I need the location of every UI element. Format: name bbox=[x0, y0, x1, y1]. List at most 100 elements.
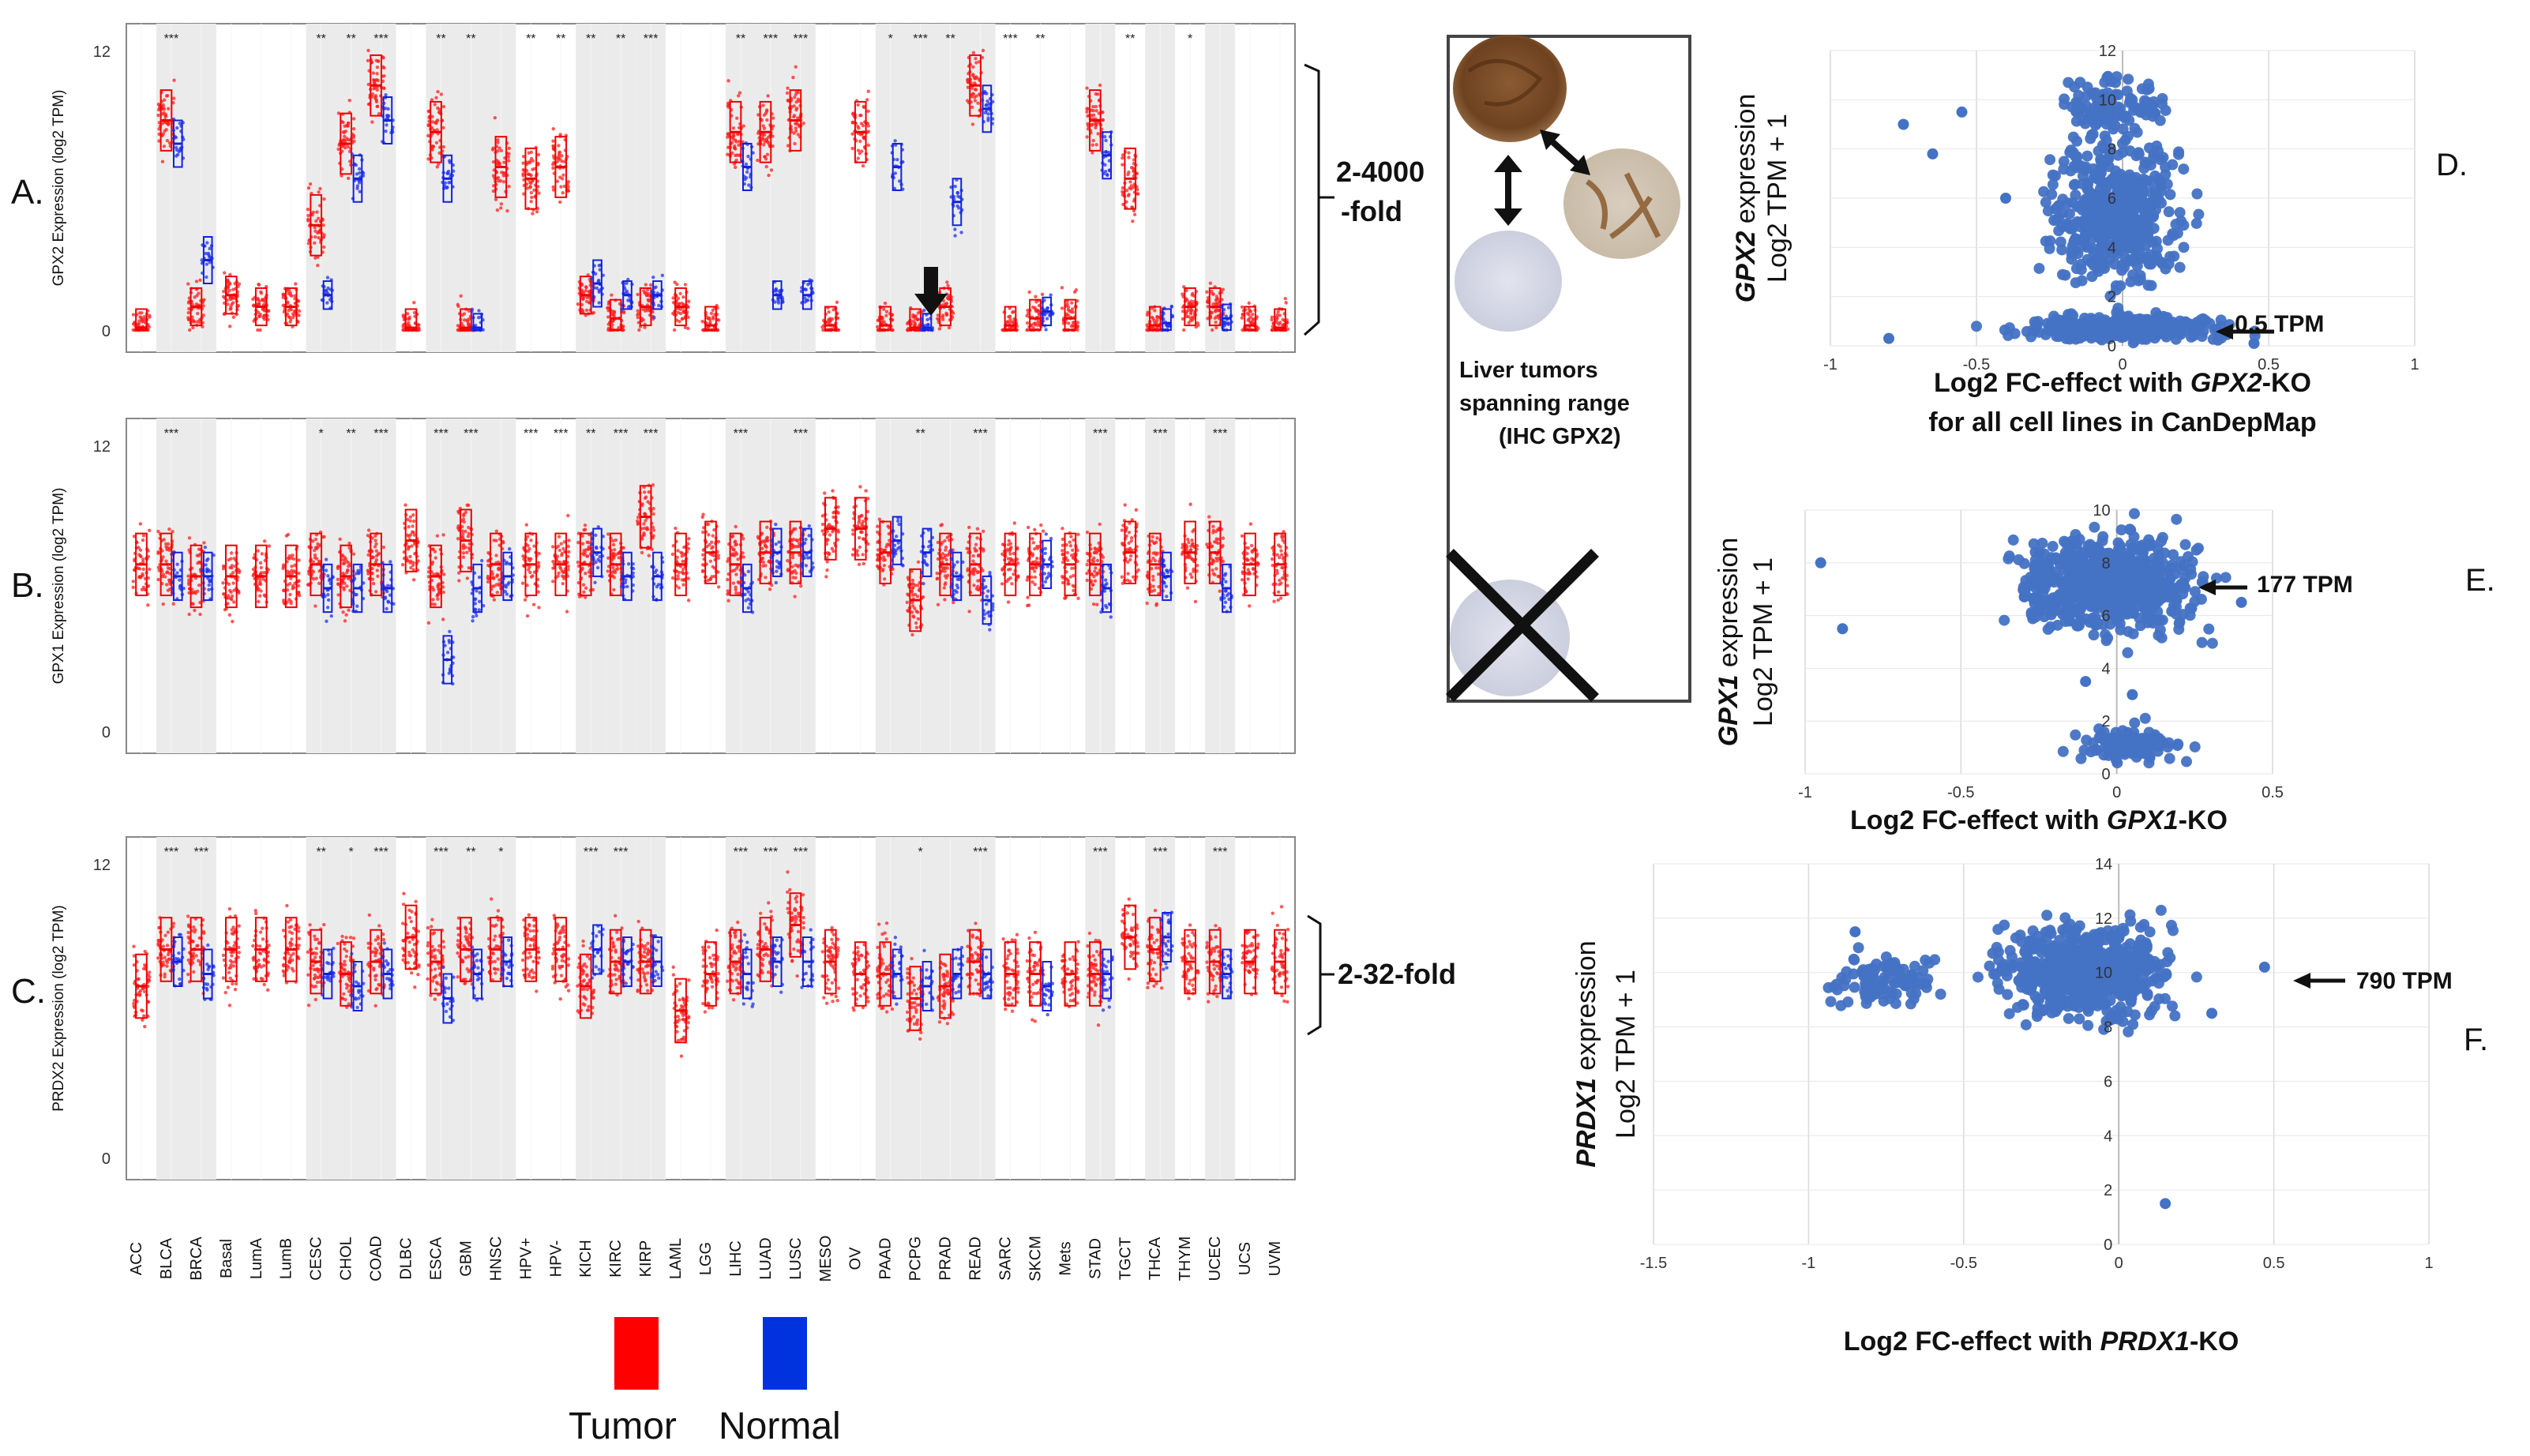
tumor-point bbox=[306, 186, 311, 190]
tumor-point bbox=[407, 525, 411, 529]
tumor-point bbox=[761, 564, 765, 568]
tumor-point bbox=[1120, 186, 1125, 190]
normal-point bbox=[774, 580, 778, 585]
tumor-point bbox=[289, 307, 294, 312]
tumor-point bbox=[711, 317, 715, 321]
significance-label: ** bbox=[915, 427, 925, 441]
tumor-point bbox=[426, 157, 430, 161]
tumor-point bbox=[916, 317, 920, 321]
normal-point bbox=[1226, 306, 1231, 310]
normal-point bbox=[953, 234, 957, 238]
tumor-point bbox=[636, 515, 640, 520]
tumor-point bbox=[734, 138, 738, 142]
normal-point bbox=[358, 167, 362, 171]
tumor-point bbox=[557, 571, 561, 576]
tumor-point bbox=[700, 569, 705, 574]
tumor-point bbox=[381, 545, 386, 550]
tumor-point bbox=[756, 113, 760, 117]
tumor-point bbox=[640, 550, 644, 555]
tumor-point bbox=[606, 556, 610, 560]
tumor-point bbox=[1074, 288, 1079, 292]
tumor-point bbox=[521, 155, 526, 159]
normal-point bbox=[384, 107, 388, 111]
normal-point bbox=[355, 604, 359, 608]
tumor-point bbox=[486, 550, 490, 555]
tumor-point bbox=[761, 103, 765, 107]
tumor-point bbox=[864, 489, 868, 493]
tumor-point bbox=[467, 309, 471, 313]
tumor-point bbox=[495, 208, 500, 212]
normal-point bbox=[355, 184, 360, 188]
tumor-point bbox=[347, 541, 351, 546]
tumor-point bbox=[381, 65, 385, 69]
tumor-point bbox=[557, 548, 562, 553]
tumor-point bbox=[551, 139, 555, 143]
tumor-point bbox=[531, 602, 536, 606]
tumor-point bbox=[521, 161, 525, 165]
significance-label: *** bbox=[554, 427, 569, 441]
normal-point bbox=[984, 585, 988, 589]
tumor-point bbox=[374, 557, 379, 562]
significance-label: *** bbox=[164, 32, 179, 46]
tumor-point bbox=[827, 310, 831, 314]
normal-point bbox=[477, 608, 481, 612]
tumor-point bbox=[935, 576, 940, 580]
tumor-point bbox=[1085, 110, 1089, 114]
tumor-point bbox=[700, 319, 704, 324]
normal-point bbox=[983, 89, 987, 94]
tumor-point bbox=[790, 571, 794, 575]
tumor-point bbox=[794, 545, 798, 549]
tumor-point bbox=[905, 600, 909, 605]
normal-point bbox=[805, 298, 809, 303]
tumor-point bbox=[441, 617, 445, 621]
tumor-point bbox=[167, 121, 171, 126]
tumor-point bbox=[526, 172, 530, 176]
tumor-point bbox=[681, 310, 686, 314]
tumor-point bbox=[975, 527, 980, 531]
tumor-point bbox=[707, 533, 711, 537]
tumor-point bbox=[229, 557, 233, 561]
normal-point bbox=[1226, 321, 1230, 325]
tumor-point bbox=[231, 619, 235, 624]
normal-point bbox=[178, 578, 182, 582]
tumor-point bbox=[556, 574, 560, 578]
tumor-point bbox=[976, 579, 980, 583]
tumor-point bbox=[793, 122, 798, 126]
tumor-point bbox=[375, 88, 379, 92]
tumor-point bbox=[257, 282, 261, 287]
tumor-point bbox=[297, 594, 302, 598]
tumor-point bbox=[411, 519, 416, 523]
tumor-point bbox=[529, 190, 534, 195]
tumor-point bbox=[406, 559, 410, 563]
tumor-point bbox=[157, 127, 161, 131]
tumor-point bbox=[1094, 104, 1098, 109]
tumor-point bbox=[643, 325, 647, 329]
tumor-point bbox=[876, 540, 880, 544]
tumor-point bbox=[486, 580, 490, 584]
tumor-point bbox=[530, 195, 534, 200]
tumor-point bbox=[257, 594, 262, 598]
tumor-point bbox=[976, 554, 981, 557]
tumor-point bbox=[711, 534, 715, 538]
tumor-point bbox=[531, 212, 535, 216]
tumor-point bbox=[412, 301, 416, 305]
normal-point bbox=[926, 545, 931, 549]
tumor-point bbox=[584, 289, 588, 293]
tumor-point bbox=[861, 520, 865, 523]
tumor-point bbox=[377, 111, 381, 116]
normal-point bbox=[774, 522, 778, 527]
significance-label: ** bbox=[346, 32, 355, 46]
tumor-point bbox=[536, 561, 541, 565]
tumor-point bbox=[1127, 151, 1131, 155]
tumor-point bbox=[738, 91, 742, 95]
tumor-point bbox=[161, 555, 165, 559]
tumor-point bbox=[522, 192, 526, 196]
tumor-point bbox=[952, 600, 955, 605]
tumor-point bbox=[382, 86, 386, 91]
normal-point bbox=[329, 614, 333, 618]
tumor-point bbox=[644, 283, 648, 287]
tumor-point bbox=[942, 555, 947, 560]
tumor-point bbox=[186, 310, 190, 315]
tumor-point bbox=[791, 576, 795, 580]
normal-point bbox=[897, 179, 902, 183]
